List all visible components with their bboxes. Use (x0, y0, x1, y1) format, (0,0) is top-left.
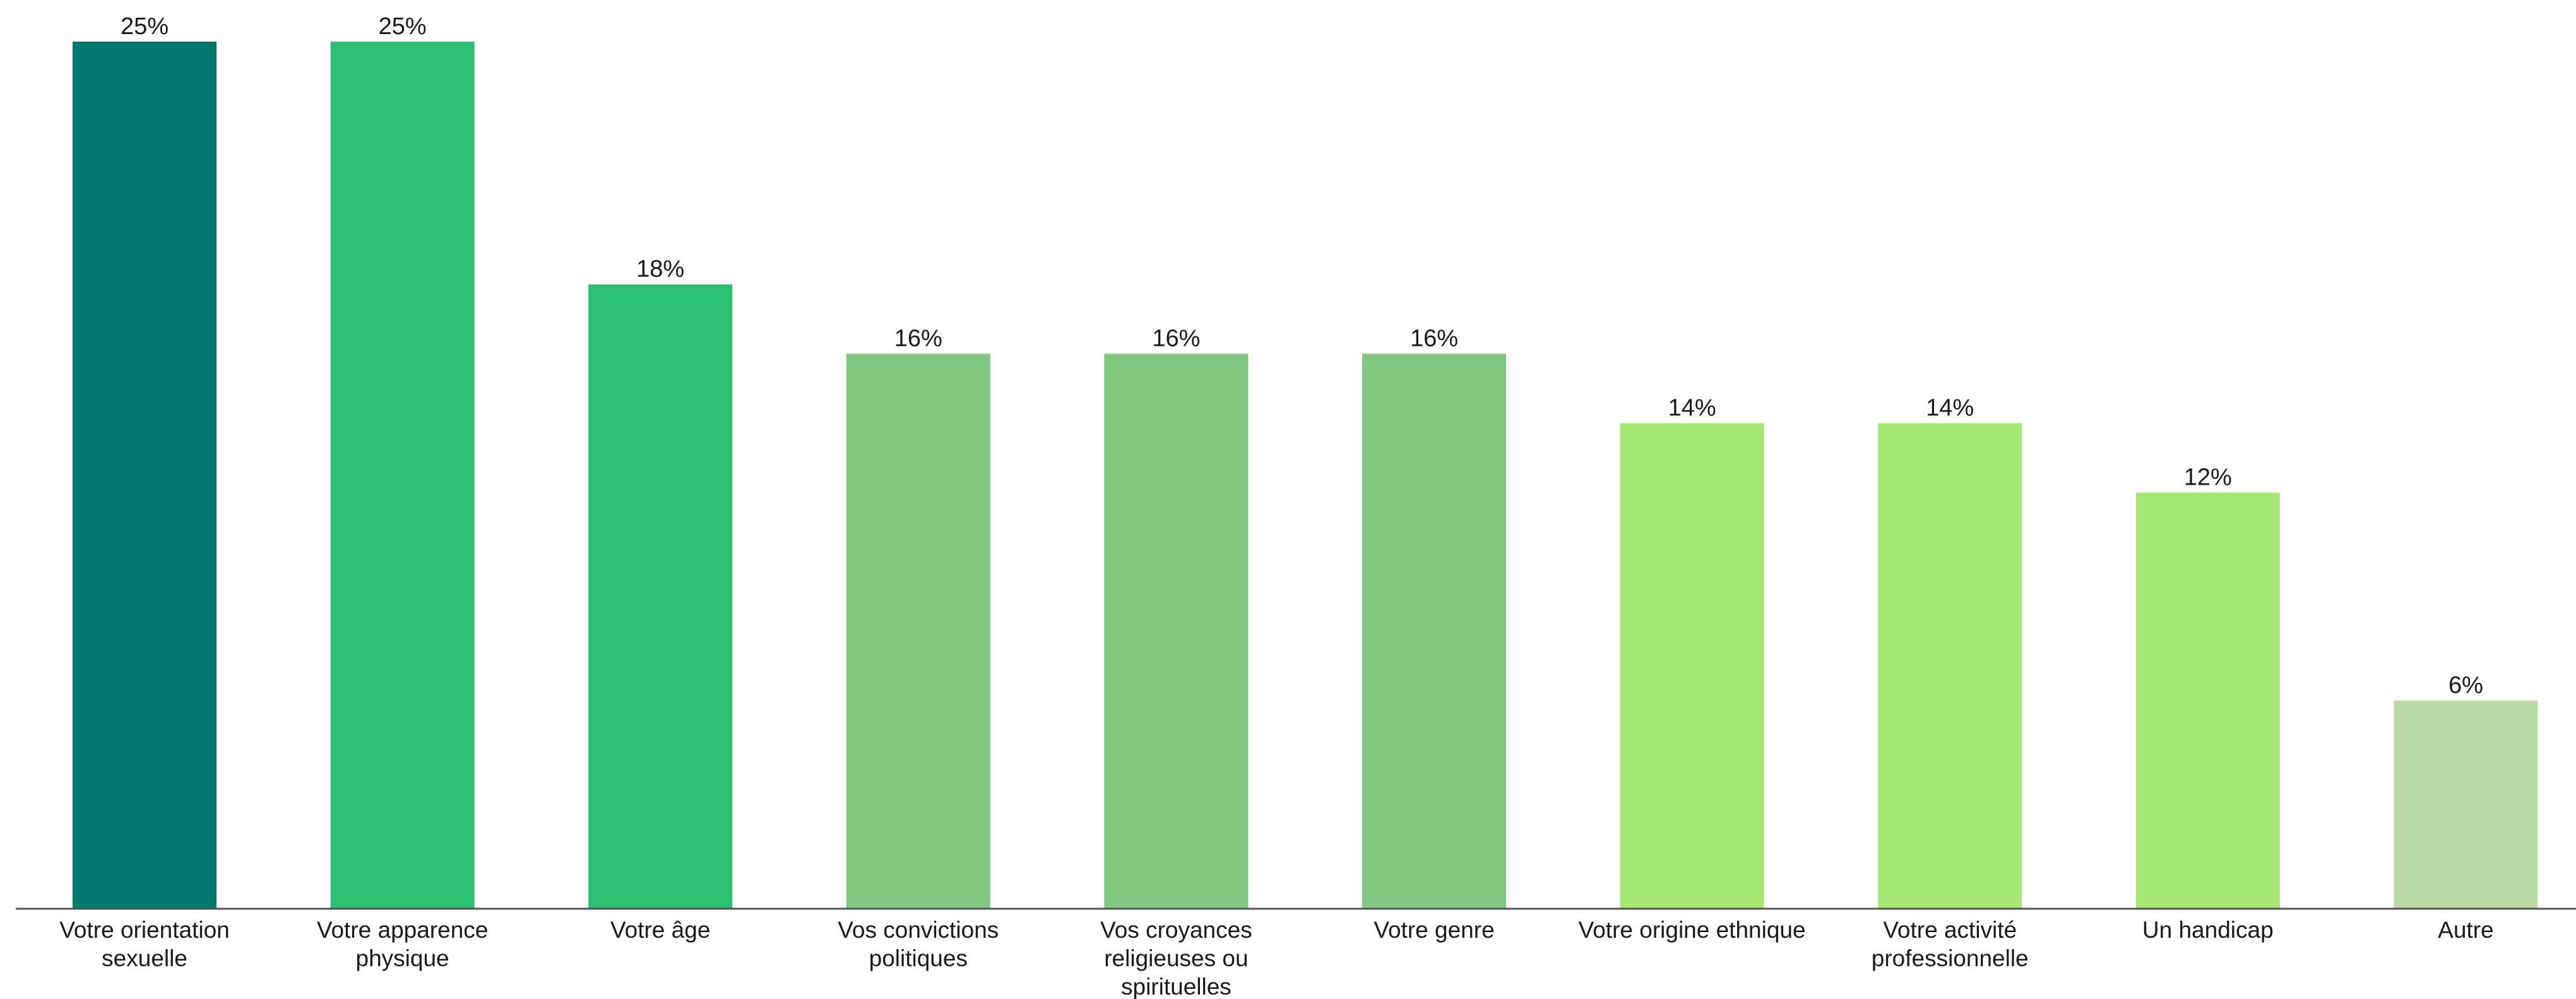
bar (1362, 353, 1506, 909)
value-labels-group: 25% 25% 18% 16% 16% 16% 14% 14% 12% 6% (121, 13, 2483, 699)
category-label-line: politiques (869, 945, 968, 971)
bar-value-label: 16% (894, 326, 942, 352)
bar (588, 284, 733, 909)
category-label-line: Votre orientation (59, 917, 229, 943)
category-label: Votre activité professionnelle (1872, 917, 2029, 971)
bar (330, 42, 475, 909)
category-label: Votre orientation sexuelle (59, 917, 229, 971)
category-label: Votre origine ethnique (1579, 917, 1806, 943)
bar (1104, 353, 1249, 909)
category-label-line: Votre apparence (317, 917, 489, 943)
bar (2135, 492, 2280, 909)
category-label-line: Votre âge (610, 917, 710, 943)
category-label: Vos convictions politiques (838, 917, 999, 971)
category-label-line: Vos croyances (1100, 917, 1252, 943)
bar-value-label: 25% (121, 13, 169, 40)
bar (1878, 423, 2022, 909)
category-label-line: religieuses ou (1104, 945, 1248, 971)
bar (846, 353, 990, 909)
bar-value-label: 16% (1152, 326, 1200, 352)
category-label-line: Votre activité (1883, 917, 2017, 943)
category-label: Votre âge (610, 917, 710, 943)
bar (73, 42, 217, 909)
category-label-line: spirituelles (1121, 974, 1232, 999)
category-label-line: Autre (2438, 917, 2493, 943)
category-label-line: Votre genre (1374, 917, 1494, 943)
category-label-line: Un handicap (2142, 917, 2274, 943)
bar-value-label: 16% (1410, 326, 1458, 352)
bar-value-label: 14% (1668, 395, 1716, 422)
bar (1620, 423, 1764, 909)
bar (2394, 700, 2538, 909)
bar-value-label: 12% (2184, 464, 2232, 491)
category-label-line: sexuelle (102, 945, 187, 971)
category-label: Votre apparence physique (317, 917, 489, 971)
category-label-line: physique (356, 945, 449, 971)
category-label: Vos croyances religieuses ou spirituelles (1100, 917, 1252, 999)
category-label-line: Votre origine ethnique (1579, 917, 1806, 943)
category-labels-group: Votre orientation sexuelle Votre apparence… (59, 917, 2493, 999)
category-label-line: professionnelle (1872, 945, 2029, 971)
bar-value-label: 25% (379, 13, 427, 40)
category-label: Un handicap (2142, 917, 2274, 943)
category-label: Autre (2438, 917, 2493, 943)
bars-group (73, 42, 2538, 909)
bar-value-label: 14% (1926, 395, 1974, 422)
category-label-line: Vos convictions (838, 917, 999, 943)
category-label: Votre genre (1374, 917, 1494, 943)
bar-value-label: 18% (636, 256, 684, 283)
bar-value-label: 6% (2448, 672, 2483, 699)
